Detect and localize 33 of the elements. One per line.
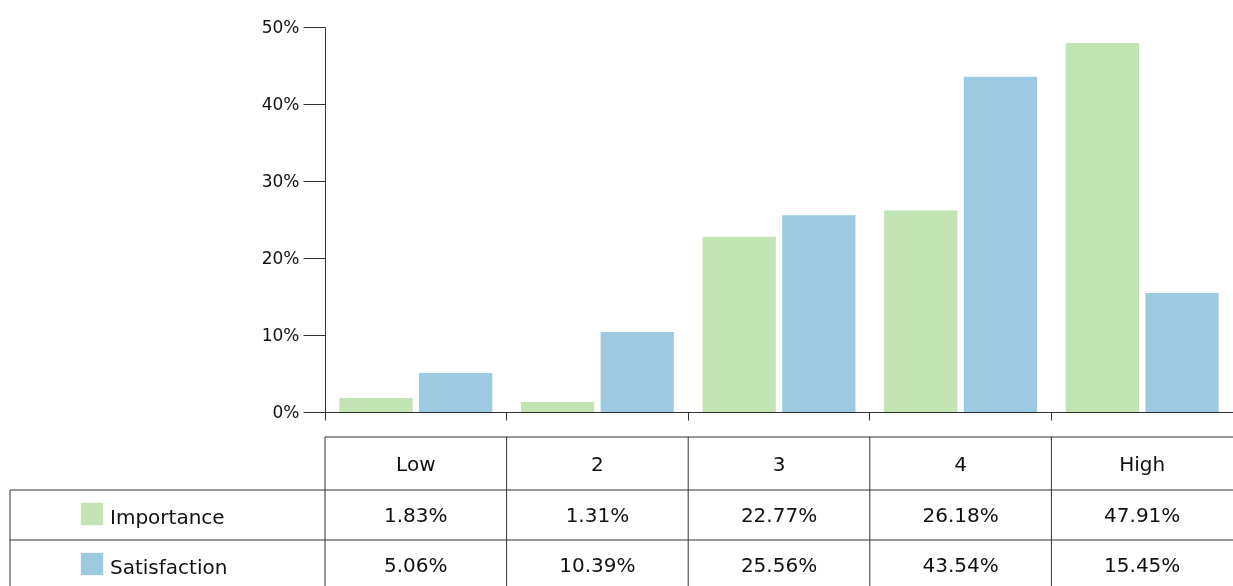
bar: [963, 76, 1038, 412]
data-label: 47.91%: [1104, 503, 1181, 527]
data-label: 1.83%: [384, 503, 448, 527]
data-label: 26.18%: [922, 503, 999, 527]
y-tick-label: 40%: [261, 93, 300, 114]
y-tick-label: 30%: [261, 170, 300, 191]
x-tick-label: High: [1119, 452, 1166, 476]
bar: [600, 332, 674, 412]
bar: [418, 373, 493, 412]
y-tick-label: 10%: [261, 324, 300, 345]
data-label: 43.54%: [922, 553, 999, 577]
bar: [702, 236, 776, 412]
y-tick-label: 0%: [272, 401, 300, 422]
data-label: 25.56%: [740, 553, 818, 577]
bar: [520, 401, 595, 412]
y-tick-label: 20%: [261, 247, 300, 268]
bar: [339, 397, 413, 412]
x-tick-label: 2: [591, 452, 604, 476]
bar: [884, 210, 958, 412]
legend-label: Satisfaction: [110, 555, 228, 579]
bar: [1065, 43, 1140, 412]
x-tick-label: 3: [772, 452, 786, 476]
legend-label: Importance: [110, 505, 225, 529]
y-tick-label: 50%: [261, 16, 300, 37]
data-label: 10.39%: [559, 553, 636, 577]
bar: [1145, 293, 1219, 412]
data-label: 5.06%: [384, 553, 448, 577]
data-label: 1.31%: [565, 503, 630, 527]
data-label: 15.45%: [1104, 553, 1181, 577]
bar: [782, 215, 856, 412]
data-label: 22.77%: [740, 503, 818, 527]
x-tick-label: 4: [954, 452, 967, 476]
x-tick-label: Low: [396, 452, 436, 476]
